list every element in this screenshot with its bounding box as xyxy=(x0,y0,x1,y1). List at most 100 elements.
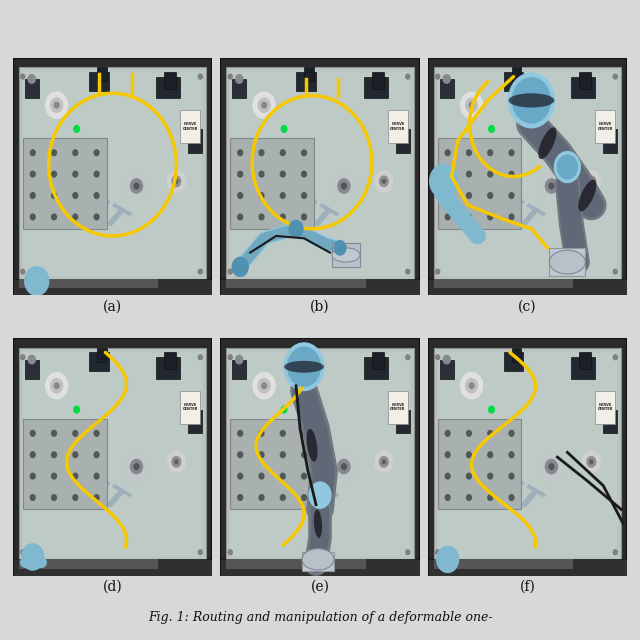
Circle shape xyxy=(469,383,474,388)
Circle shape xyxy=(488,172,493,177)
Circle shape xyxy=(258,98,270,112)
Circle shape xyxy=(228,269,232,274)
Circle shape xyxy=(509,172,514,177)
Circle shape xyxy=(52,473,56,479)
Circle shape xyxy=(238,473,243,479)
Circle shape xyxy=(30,452,35,458)
Bar xyxy=(230,419,314,509)
Circle shape xyxy=(445,431,450,436)
Circle shape xyxy=(20,269,25,274)
Bar xyxy=(23,138,106,229)
Circle shape xyxy=(30,150,35,156)
Circle shape xyxy=(301,193,307,198)
Circle shape xyxy=(488,193,493,198)
Circle shape xyxy=(198,74,202,79)
Bar xyxy=(97,348,106,362)
Circle shape xyxy=(238,150,243,156)
Bar xyxy=(440,79,454,98)
Circle shape xyxy=(445,495,450,500)
Circle shape xyxy=(554,152,580,182)
Circle shape xyxy=(613,550,617,555)
Ellipse shape xyxy=(332,248,360,262)
Circle shape xyxy=(467,172,471,177)
Circle shape xyxy=(30,431,35,436)
Bar xyxy=(304,348,314,362)
Circle shape xyxy=(466,379,477,393)
Circle shape xyxy=(175,179,178,183)
Circle shape xyxy=(280,431,285,436)
Circle shape xyxy=(94,172,99,177)
Bar xyxy=(372,72,384,88)
Circle shape xyxy=(509,452,514,458)
Circle shape xyxy=(259,431,264,436)
X-axis label: (a): (a) xyxy=(103,300,122,314)
Circle shape xyxy=(557,155,577,179)
Circle shape xyxy=(436,355,440,360)
Ellipse shape xyxy=(538,127,557,159)
Circle shape xyxy=(436,550,440,555)
Ellipse shape xyxy=(284,361,324,372)
Text: NIST: NIST xyxy=(47,453,131,518)
Circle shape xyxy=(280,495,285,500)
Text: NERVE
CENTER: NERVE CENTER xyxy=(182,403,198,412)
Circle shape xyxy=(284,343,324,390)
Circle shape xyxy=(238,214,243,220)
Bar xyxy=(595,110,615,143)
Bar xyxy=(388,110,408,143)
Circle shape xyxy=(94,473,99,479)
Circle shape xyxy=(54,383,59,388)
Bar xyxy=(180,390,200,424)
Circle shape xyxy=(238,172,243,177)
Circle shape xyxy=(513,78,550,123)
Circle shape xyxy=(509,214,514,220)
Circle shape xyxy=(589,179,593,183)
Circle shape xyxy=(375,451,393,472)
Bar xyxy=(230,138,314,229)
Circle shape xyxy=(301,473,307,479)
Bar xyxy=(364,357,388,379)
Bar xyxy=(188,129,202,153)
Bar xyxy=(13,559,212,576)
Bar xyxy=(88,72,109,91)
Circle shape xyxy=(280,150,285,156)
Circle shape xyxy=(540,453,563,481)
Bar xyxy=(604,129,617,153)
Circle shape xyxy=(131,460,143,474)
Ellipse shape xyxy=(302,548,334,570)
Bar xyxy=(572,77,595,98)
Bar xyxy=(396,410,410,433)
Bar xyxy=(220,559,420,576)
Circle shape xyxy=(228,355,232,360)
Circle shape xyxy=(509,73,554,128)
Circle shape xyxy=(549,183,554,189)
Bar xyxy=(438,138,522,229)
Ellipse shape xyxy=(314,509,322,538)
Circle shape xyxy=(445,150,450,156)
Text: NERVE
CENTER: NERVE CENTER xyxy=(390,403,406,412)
Circle shape xyxy=(228,550,232,555)
X-axis label: (e): (e) xyxy=(310,580,330,594)
Circle shape xyxy=(282,406,287,413)
Circle shape xyxy=(131,179,143,193)
Circle shape xyxy=(172,456,180,467)
Circle shape xyxy=(238,431,243,436)
Circle shape xyxy=(73,150,77,156)
Circle shape xyxy=(45,372,68,399)
Bar xyxy=(220,279,420,296)
Circle shape xyxy=(288,348,321,386)
Circle shape xyxy=(509,193,514,198)
Circle shape xyxy=(259,214,264,220)
Bar xyxy=(579,353,591,369)
Circle shape xyxy=(467,193,471,198)
Circle shape xyxy=(20,355,25,360)
Bar xyxy=(230,353,410,557)
Circle shape xyxy=(259,473,264,479)
Circle shape xyxy=(198,355,202,360)
Text: NERVE
CENTER: NERVE CENTER xyxy=(390,122,406,131)
Circle shape xyxy=(259,495,264,500)
Circle shape xyxy=(20,550,25,555)
Circle shape xyxy=(436,74,440,79)
Bar xyxy=(164,72,177,88)
Bar xyxy=(97,67,106,81)
Text: NIST: NIST xyxy=(254,173,338,237)
